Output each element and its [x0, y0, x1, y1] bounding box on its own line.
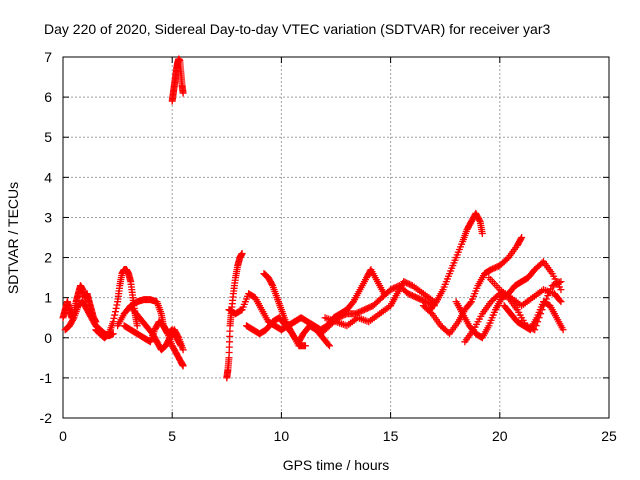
- data-point: [268, 280, 276, 288]
- data-point: [111, 311, 119, 319]
- y-tick-label: -1: [40, 370, 53, 386]
- series-track-n: [426, 209, 486, 314]
- data-point: [301, 342, 309, 350]
- chart-title: Day 220 of 2020, Sidereal Day-to-day VTE…: [44, 21, 550, 37]
- x-tick-label: 15: [383, 428, 399, 444]
- y-tick-label: 6: [44, 89, 52, 105]
- data-points: [59, 55, 567, 382]
- y-axis-label: SDTVAR / TECUs: [5, 182, 21, 294]
- y-tick-label: 3: [44, 209, 52, 225]
- x-axis-label: GPS time / hours: [283, 457, 390, 473]
- plot-frame: [62, 56, 610, 419]
- series-track-s: [485, 274, 565, 310]
- data-point: [112, 304, 120, 312]
- series-track-c: [92, 266, 141, 342]
- series-burst: [168, 55, 187, 105]
- y-axis-ticks: -2 -1 0 1 2 3 4 5 6 7: [40, 49, 609, 426]
- data-point: [238, 250, 246, 258]
- series-track-e: [120, 318, 187, 370]
- series-track-f: [129, 306, 187, 354]
- grid: [63, 57, 609, 418]
- data-point: [133, 322, 141, 330]
- y-tick-label: 5: [44, 129, 52, 145]
- y-tick-label: 4: [44, 169, 52, 185]
- data-point: [325, 342, 333, 350]
- x-tick-label: 5: [168, 428, 176, 444]
- x-tick-label: 20: [492, 428, 508, 444]
- data-point: [179, 89, 187, 97]
- data-point: [324, 340, 332, 348]
- data-point: [517, 235, 525, 243]
- data-point: [111, 308, 119, 316]
- data-point: [557, 298, 565, 306]
- data-point: [110, 314, 118, 322]
- series-track-m: [321, 278, 438, 330]
- data-point: [109, 318, 117, 326]
- data-point: [466, 299, 474, 307]
- y-tick-label: 0: [44, 330, 52, 346]
- x-tick-label: 25: [601, 428, 617, 444]
- x-tick-label: 0: [59, 428, 67, 444]
- data-point: [478, 229, 486, 237]
- data-point: [555, 278, 563, 286]
- data-point: [113, 301, 121, 309]
- y-tick-label: 1: [44, 290, 52, 306]
- y-tick-label: 2: [44, 250, 52, 266]
- data-point: [557, 286, 565, 294]
- data-point: [179, 362, 187, 370]
- x-tick-label: 10: [274, 428, 290, 444]
- data-point: [475, 216, 483, 224]
- data-point: [556, 296, 564, 304]
- x-axis-ticks: 0 5 10 15 20 25: [59, 57, 617, 444]
- data-point: [518, 234, 526, 241]
- data-point: [69, 315, 77, 323]
- series-track-j: [242, 314, 309, 350]
- data-point: [557, 278, 565, 286]
- series-track-o: [419, 234, 526, 338]
- data-point: [174, 332, 182, 340]
- y-tick-label: -2: [40, 410, 53, 426]
- data-point: [179, 346, 187, 354]
- data-point: [559, 326, 567, 334]
- y-tick-label: 7: [44, 49, 52, 65]
- series-track-r: [500, 298, 567, 334]
